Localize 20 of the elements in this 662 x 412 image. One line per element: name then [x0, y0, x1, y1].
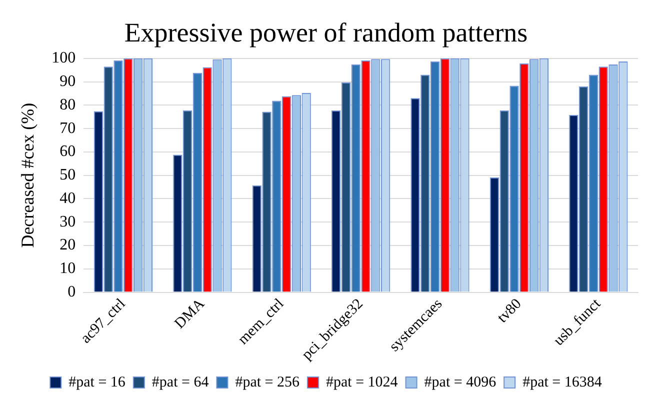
x-tick-label: tv80 — [494, 296, 525, 326]
y-tick-label: 100 — [52, 50, 76, 67]
y-tick-label: 60 — [60, 143, 76, 160]
legend-label: #pat = 4096 — [424, 374, 497, 390]
y-axis-title: Decreased #cex (%) — [18, 102, 38, 248]
legend-label: #pat = 256 — [235, 374, 300, 390]
legend-label: #pat = 16384 — [522, 374, 602, 390]
y-tick-label: 30 — [60, 213, 76, 230]
y-tick-label: 40 — [60, 190, 76, 207]
y-tick-label: 50 — [60, 166, 76, 184]
y-tick-label: 10 — [60, 260, 76, 278]
y-tick-label: 80 — [60, 96, 76, 114]
y-tick-label: 70 — [60, 120, 76, 137]
y-tick-label: 0 — [68, 284, 76, 301]
legend-label: #pat = 64 — [152, 374, 210, 390]
y-tick-label: 20 — [60, 236, 76, 254]
chart-title: Expressive power of random patterns — [124, 17, 528, 48]
legend-label: #pat = 16 — [68, 374, 126, 390]
y-tick-label: 90 — [60, 72, 76, 90]
legend-label: #pat = 1024 — [326, 374, 398, 390]
